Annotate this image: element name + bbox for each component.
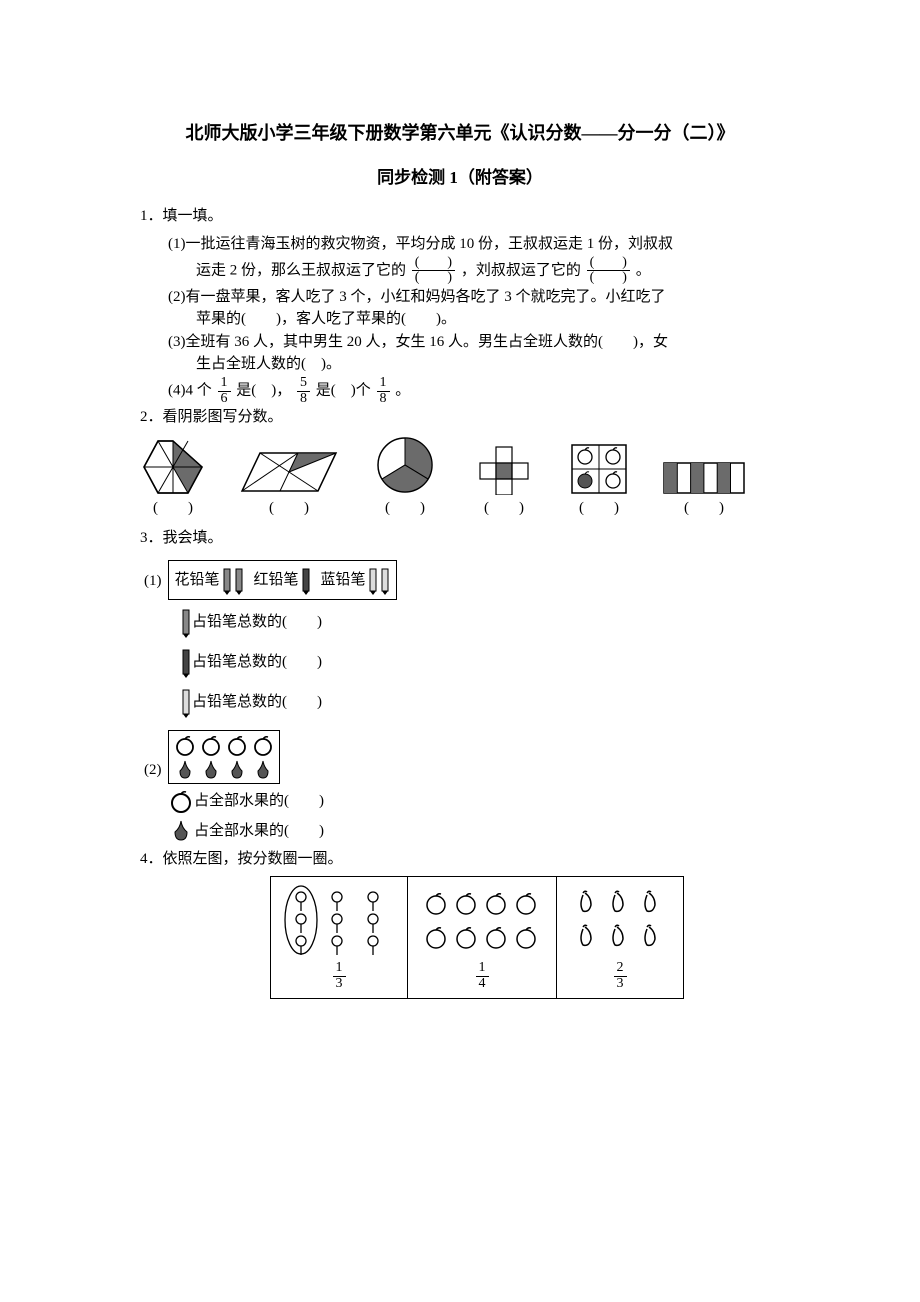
q3-2-prefix: (2) (144, 759, 162, 782)
q2-figures (140, 435, 780, 495)
frac-5-8: 5 8 (297, 376, 310, 406)
pencil-box: 花铅笔 红铅笔 蓝铅笔 (168, 560, 397, 600)
q3-label: 3．我会填。 (140, 527, 780, 550)
apple-icon (251, 733, 275, 757)
pear-icon (173, 757, 197, 781)
q1-1b: 运走 2 份，那么王叔叔运了它的 ( ) ( ) ，刘叔叔运了它的 ( ) ( … (140, 256, 780, 286)
apple-icon (225, 733, 249, 757)
q1-2a: (2)有一盘苹果，客人吃了 3 个，小红和妈妈各吃了 3 个就吃完了。小红吃了 (140, 286, 780, 309)
q3-1-prefix: (1) (144, 570, 162, 593)
parallelogram-icon (240, 449, 338, 495)
pear-icon (251, 757, 275, 781)
q3-fruit-line-2: 占全部水果的( ) (168, 818, 780, 844)
frac-1-6: 1 6 (218, 376, 231, 406)
q4-cell-eggplants: 2 3 (557, 877, 684, 998)
apple-icon (168, 788, 194, 814)
frac-1-3: 1 3 (333, 961, 346, 991)
q4-label: 4．依照左图，按分数圈一圈。 (140, 848, 780, 871)
pencil-flower-icon (180, 606, 192, 638)
cross-icon (472, 443, 536, 495)
q1-1b-pre: 运走 2 份，那么王叔叔运了它的 (196, 262, 406, 278)
q1-4: (4)4 个 1 6 是( )， 5 8 是( )个 1 8 。 (140, 376, 780, 406)
hexagon-icon (140, 439, 206, 495)
fruit-box (168, 730, 280, 784)
pencil-blue-icon (380, 565, 390, 595)
frac-2-3: 2 3 (614, 961, 627, 991)
pencil-flower-icon (234, 565, 244, 595)
q4-cell-apples: 1 4 (408, 877, 557, 998)
q3-line-2: 占铅笔总数的( ) (180, 646, 780, 678)
apple-icon (199, 733, 223, 757)
q3-line-3: 占铅笔总数的( ) (180, 686, 780, 718)
pear-icon (225, 757, 249, 781)
pencil-flower-icon (222, 565, 232, 595)
pencil-red-icon (301, 565, 311, 595)
q4-cell-flowers: 1 3 (271, 877, 408, 998)
apple-grid-icon (570, 443, 628, 495)
bars-icon (662, 461, 746, 495)
q1-3b: 生占全班人数的( )。 (140, 353, 780, 376)
main-title: 北师大版小学三年级下册数学第六单元《认识分数——分一分（二）》 (140, 120, 780, 147)
q1-3a: (3)全班有 36 人，其中男生 20 人，女生 16 人。男生占全班人数的( … (140, 331, 780, 354)
blank-fraction-2: ( ) ( ) (587, 256, 630, 286)
pencil-blue-icon (368, 565, 378, 595)
q1-1a: (1)一批运往青海玉树的救灾物资，平均分成 10 份，王叔叔运走 1 份，刘叔叔 (140, 233, 780, 256)
q3-fruit-line-1: 占全部水果的( ) (168, 788, 780, 814)
q1-1b-end: 。 (636, 262, 651, 278)
pie-icon (372, 435, 438, 495)
blank-fraction-1: ( ) ( ) (412, 256, 455, 286)
frac-1-8: 1 8 (377, 376, 390, 406)
q2-label: 2．看阴影图写分数。 (140, 406, 780, 429)
q2-captions: ( ) ( ) ( ) ( ) ( ) ( ) (140, 497, 780, 520)
q3-line-1: 占铅笔总数的( ) (180, 606, 780, 638)
apple-icon (173, 733, 197, 757)
q1-1b-mid: ，刘叔叔运了它的 (461, 262, 581, 278)
q1-2b: 苹果的( )，客人吃了苹果的( )。 (140, 308, 780, 331)
sub-title: 同步检测 1（附答案） (140, 165, 780, 191)
pencil-blue-icon (180, 686, 192, 718)
pear-icon (199, 757, 223, 781)
pencil-red-icon (180, 646, 192, 678)
q1-label: 1．填一填。 (140, 205, 780, 228)
pear-icon (168, 818, 194, 844)
frac-1-4: 1 4 (476, 961, 489, 991)
q4-table: 1 3 (270, 876, 684, 998)
